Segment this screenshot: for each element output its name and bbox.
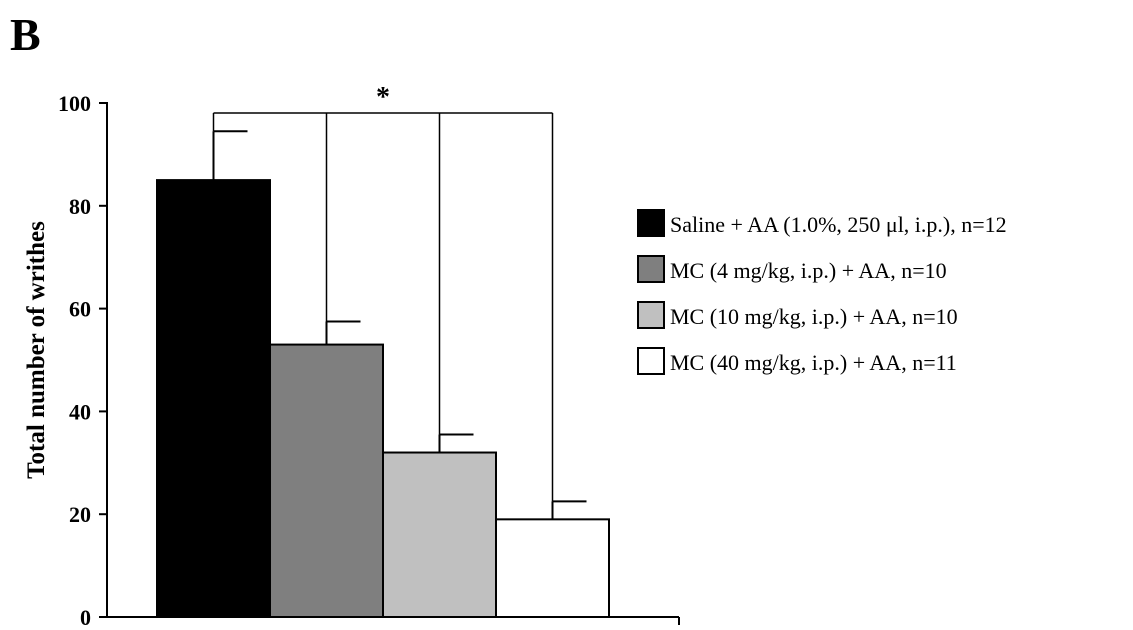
y-tick-label: 80 (69, 194, 91, 219)
significance-bracket-group: * (212, 82, 554, 502)
y-tick-label: 60 (69, 297, 91, 322)
y-axis-title: Total number of writhes (23, 221, 50, 479)
panel-label: B (10, 9, 41, 60)
bar (156, 179, 271, 618)
legend-swatch (637, 255, 665, 283)
bar (495, 518, 610, 619)
y-tick-label: 20 (69, 502, 91, 527)
y-tick-label: 0 (80, 605, 91, 630)
bar (382, 451, 497, 618)
legend: Saline + AA (1.0%, 250 μl, i.p.), n=12 MC… (637, 209, 1007, 375)
legend-swatch (637, 347, 665, 375)
legend-label: Saline + AA (1.0%, 250 μl, i.p.), n=12 (670, 212, 1007, 237)
bar (269, 343, 384, 618)
legend-label: MC (4 mg/kg, i.p.) + AA, n=10 (670, 258, 947, 283)
y-tick-label: 40 (69, 399, 91, 424)
legend-swatch (637, 301, 665, 329)
y-tick-label: 100 (58, 91, 91, 116)
significance-asterisk: * (376, 82, 390, 113)
bars-group (156, 179, 610, 619)
legend-label: MC (40 mg/kg, i.p.) + AA, n=11 (670, 350, 957, 375)
axes-group: 0 20 40 60 80 100 (58, 91, 680, 630)
error-bars-group (212, 130, 587, 520)
legend-swatch (637, 209, 665, 237)
legend-label: MC (10 mg/kg, i.p.) + AA, n=10 (670, 304, 958, 329)
